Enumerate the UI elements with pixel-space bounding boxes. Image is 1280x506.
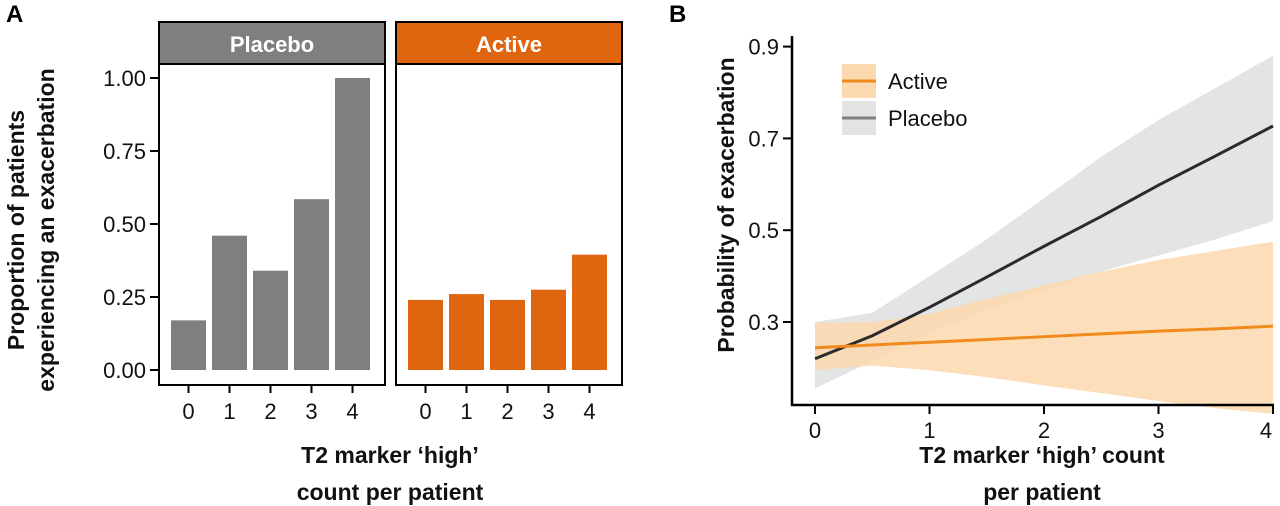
- facet-label-placebo: Placebo: [230, 32, 314, 57]
- panel-a-xtick-label: 0: [419, 399, 431, 424]
- panel-b-ylabel: Probability of exacerbation: [713, 57, 739, 352]
- bar-active-0: [408, 299, 443, 370]
- panel-a-xtick-label: 3: [542, 399, 554, 424]
- facet-strip-placebo: [158, 21, 386, 65]
- panel-a-ytick-label: 0.00: [103, 358, 146, 383]
- panel-a-xtick-label: 2: [264, 399, 276, 424]
- line-active: [814, 324, 1274, 350]
- panel-a-ytick-label: 0.25: [103, 285, 146, 310]
- panel-a-xtick-label: 3: [305, 399, 317, 424]
- panel-b-ytick-label: 0.3: [748, 310, 779, 335]
- legend: Active Placebo: [842, 64, 968, 135]
- facet-frame-active: [395, 63, 623, 386]
- bar-placebo-1: [212, 235, 247, 370]
- panel-a-ytick-label: 1.00: [103, 66, 146, 91]
- panel-b-xlabel-line2: per patient: [983, 479, 1101, 505]
- bar-active-4: [572, 254, 607, 370]
- bar-placebo-4: [335, 78, 370, 370]
- panel-b-ytick-label: 0.5: [748, 218, 779, 243]
- panel-a-xtick-label: 1: [223, 399, 235, 424]
- bar-active-2: [490, 299, 525, 370]
- bar-active-1: [449, 294, 484, 370]
- panel-a-xlabel-line1: T2 marker ‘high’: [301, 442, 479, 468]
- ci-band-active: [815, 241, 1273, 414]
- panel-a-xtick-label: 0: [182, 399, 194, 424]
- panel-b-chart: Probability of exacerbation 0.3 0.5 0.7 0.9…: [713, 35, 1274, 505]
- panel-b-xtick-label: 3: [1152, 418, 1164, 443]
- panel-a-ytick-label: 0.75: [103, 139, 146, 164]
- panel-a-xlabel-line2: count per patient: [297, 479, 484, 505]
- panel-a-chart: Proportion of patients experiencing an e…: [3, 21, 623, 505]
- legend-label-active: Active: [888, 69, 948, 94]
- panel-b-xtick-label: 0: [809, 418, 821, 443]
- facet-strip-active: [395, 21, 623, 65]
- bar-placebo-3: [294, 199, 329, 370]
- panel-b-xlabel-line1: T2 marker ‘high’ count: [919, 442, 1165, 468]
- panel-a-xtick-label: 4: [583, 399, 595, 424]
- panel-a-ytick-label: 0.50: [103, 212, 146, 237]
- panel-b-ytick-label: 0.9: [748, 35, 779, 60]
- panel-a-ylabel-line1: Proportion of patients: [3, 110, 29, 350]
- line-placebo: [814, 124, 1274, 361]
- panel-b-xtick-label: 1: [923, 418, 935, 443]
- bar-placebo-0: [171, 320, 206, 370]
- panel-letter-a: A: [6, 1, 23, 28]
- panel-b-xtick-label: 2: [1038, 418, 1050, 443]
- bar-active-3: [531, 289, 566, 370]
- panel-a-xtick-label: 2: [501, 399, 513, 424]
- panel-b-xtick-label: 4: [1260, 418, 1272, 443]
- panel-a-ylabel-line2: experiencing an exacerbation: [33, 68, 59, 391]
- bar-placebo-2: [253, 270, 288, 370]
- facet-label-active: Active: [476, 32, 542, 57]
- panel-b-ytick-label: 0.7: [748, 126, 779, 151]
- panel-a-xtick-label: 1: [460, 399, 472, 424]
- panel-a-xtick-label: 4: [346, 399, 358, 424]
- ci-band-placebo: [815, 55, 1273, 389]
- legend-label-placebo: Placebo: [888, 106, 968, 131]
- panel-letter-b: B: [669, 1, 686, 28]
